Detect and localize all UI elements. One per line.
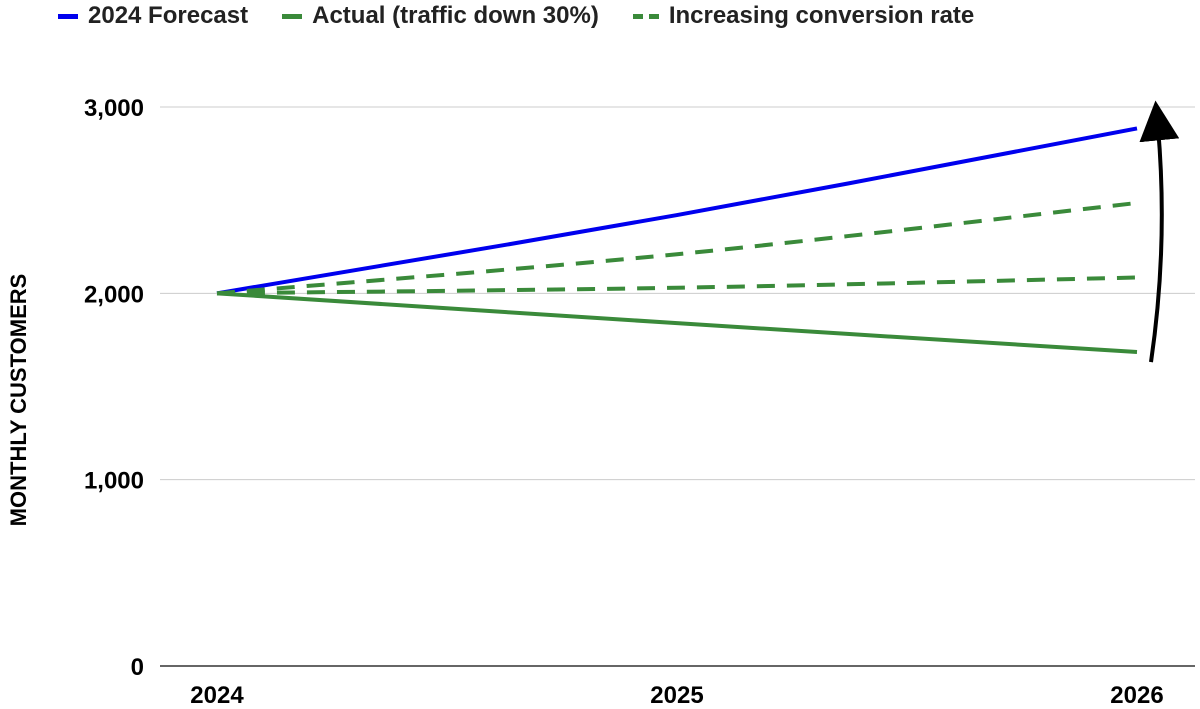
y-tick-label: 1,000 (84, 468, 144, 495)
legend-swatch-actual (282, 13, 303, 19)
y-tick-label: 3,000 (84, 95, 144, 122)
y-tick-label: 0 (131, 654, 144, 681)
x-tick-label: 2026 (1110, 682, 1163, 709)
legend-swatch-forecast (58, 13, 78, 19)
series-line-1 (216, 291, 1138, 355)
legend-label-actual: Actual (traffic down 30%) (312, 2, 599, 29)
x-tick-label: 2025 (650, 682, 703, 709)
annotation-arrow (1139, 100, 1180, 363)
annotation (1139, 100, 1180, 363)
y-tick-label: 2,000 (84, 281, 144, 308)
x-tick-label: 2024 (190, 682, 244, 709)
y-axis-label: MONTHLY CUSTOMERS (6, 274, 31, 527)
legend-item-forecast: 2024 Forecast (58, 2, 248, 30)
legend: 2024 Forecast Actual (traffic down 30%) … (58, 2, 1008, 30)
series (216, 126, 1138, 355)
grid (160, 106, 1195, 481)
series-line-0 (216, 126, 1138, 296)
axes: 0 1,000 2,000 3,000 2024 2025 2026 (84, 95, 1195, 709)
series-line-3 (216, 275, 1138, 296)
series-line-2 (216, 200, 1138, 296)
legend-label-conversion: Increasing conversion rate (668, 2, 975, 29)
legend-label-forecast: 2024 Forecast (88, 2, 249, 29)
legend-swatch-conversion (632, 13, 659, 19)
legend-item-conversion: Increasing conversion rate (632, 2, 975, 30)
legend-item-actual: Actual (traffic down 30%) (282, 2, 599, 30)
